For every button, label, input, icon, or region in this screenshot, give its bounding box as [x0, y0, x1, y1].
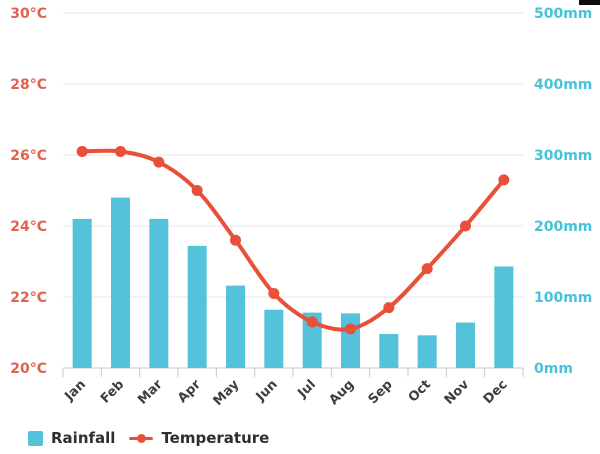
- month-label-jul: Jul: [295, 377, 319, 401]
- temperature-point-sep: [383, 302, 395, 314]
- month-label-aug: Aug: [326, 377, 357, 408]
- rainfall-bar-sep: [379, 333, 399, 368]
- rainfall-bar-oct: [417, 335, 437, 368]
- rainfall-axis-tick-label: 500mm: [534, 6, 592, 22]
- temperature-line: [80, 148, 506, 332]
- temperature-point-nov: [460, 220, 471, 232]
- temperature-axis-tick-label: 30°C: [10, 6, 47, 22]
- rainfall-axis-tick-label: 200mm: [534, 219, 592, 235]
- temperature-axis-tick-label: 24°C: [10, 219, 47, 235]
- temperature-line-marker-icon: [129, 433, 154, 443]
- month-label-may: May: [211, 377, 243, 409]
- temperature-point-feb: [115, 145, 126, 157]
- rainfall-bar-dec: [494, 266, 514, 368]
- month-label-sep: Sep: [366, 377, 396, 407]
- month-label-oct: Oct: [406, 377, 434, 405]
- legend-item-temperature[interactable]: Temperature: [129, 429, 269, 447]
- temperature-point-mar: [153, 156, 165, 168]
- temperature-point-may: [230, 234, 241, 246]
- rainfall-bar-jun: [264, 309, 284, 368]
- temperature-point-aug: [345, 323, 356, 335]
- temperature-axis-tick-label: 26°C: [10, 148, 47, 164]
- rainfall-axis-tick-label: 100mm: [534, 290, 592, 306]
- temperature-point-jul: [306, 316, 318, 328]
- rainfall-bar-apr: [187, 245, 207, 368]
- legend-item-rainfall[interactable]: Rainfall: [28, 429, 115, 447]
- month-label-dec: Dec: [481, 377, 511, 407]
- rainfall-bar-mar: [149, 218, 169, 368]
- temperature-axis-tick-label: 22°C: [10, 290, 47, 306]
- rainfall-axis-tick-label: 0mm: [534, 361, 573, 377]
- legend-label-rainfall: Rainfall: [51, 429, 116, 447]
- rainfall-swatch-icon: [28, 430, 43, 446]
- temperature-axis-tick-label: 20°C: [10, 361, 47, 377]
- rainfall-bar-feb: [111, 197, 130, 368]
- temperature-axis-tick-label: 28°C: [10, 77, 47, 93]
- chart-plot-area: 30°C 500mm 28°C 400mm 26°C 300mm 24°C 200mm 22°C…: [10, 6, 592, 409]
- rainfall-bar-may: [226, 285, 245, 368]
- rainfall-bar-aug: [341, 313, 360, 368]
- chart-legend: Rainfall Temperature: [28, 429, 269, 447]
- temperature-point-dec: [498, 174, 510, 186]
- top-right-black-bar: [579, 0, 600, 5]
- month-label-apr: Apr: [175, 377, 204, 406]
- rainfall-axis-tick-label: 400mm: [534, 77, 592, 93]
- rainfall-axis-tick-label: 300mm: [534, 148, 592, 164]
- month-label-jun: Jun: [253, 377, 281, 405]
- rainfall-bar-jul: [302, 312, 322, 368]
- rainfall-bar-nov: [456, 322, 475, 368]
- legend-label-temperature: Temperature: [161, 429, 270, 447]
- month-label-nov: Nov: [442, 377, 473, 408]
- month-label-feb: Feb: [98, 377, 127, 406]
- month-label-mar: Mar: [135, 377, 166, 408]
- temperature-point-oct: [421, 263, 433, 275]
- temperature-point-apr: [191, 185, 203, 196]
- rainfall-bar-jan: [72, 218, 92, 368]
- temperature-point-jan: [76, 145, 88, 157]
- month-label-jan: Jan: [62, 377, 89, 404]
- temperature-point-jun: [268, 287, 280, 299]
